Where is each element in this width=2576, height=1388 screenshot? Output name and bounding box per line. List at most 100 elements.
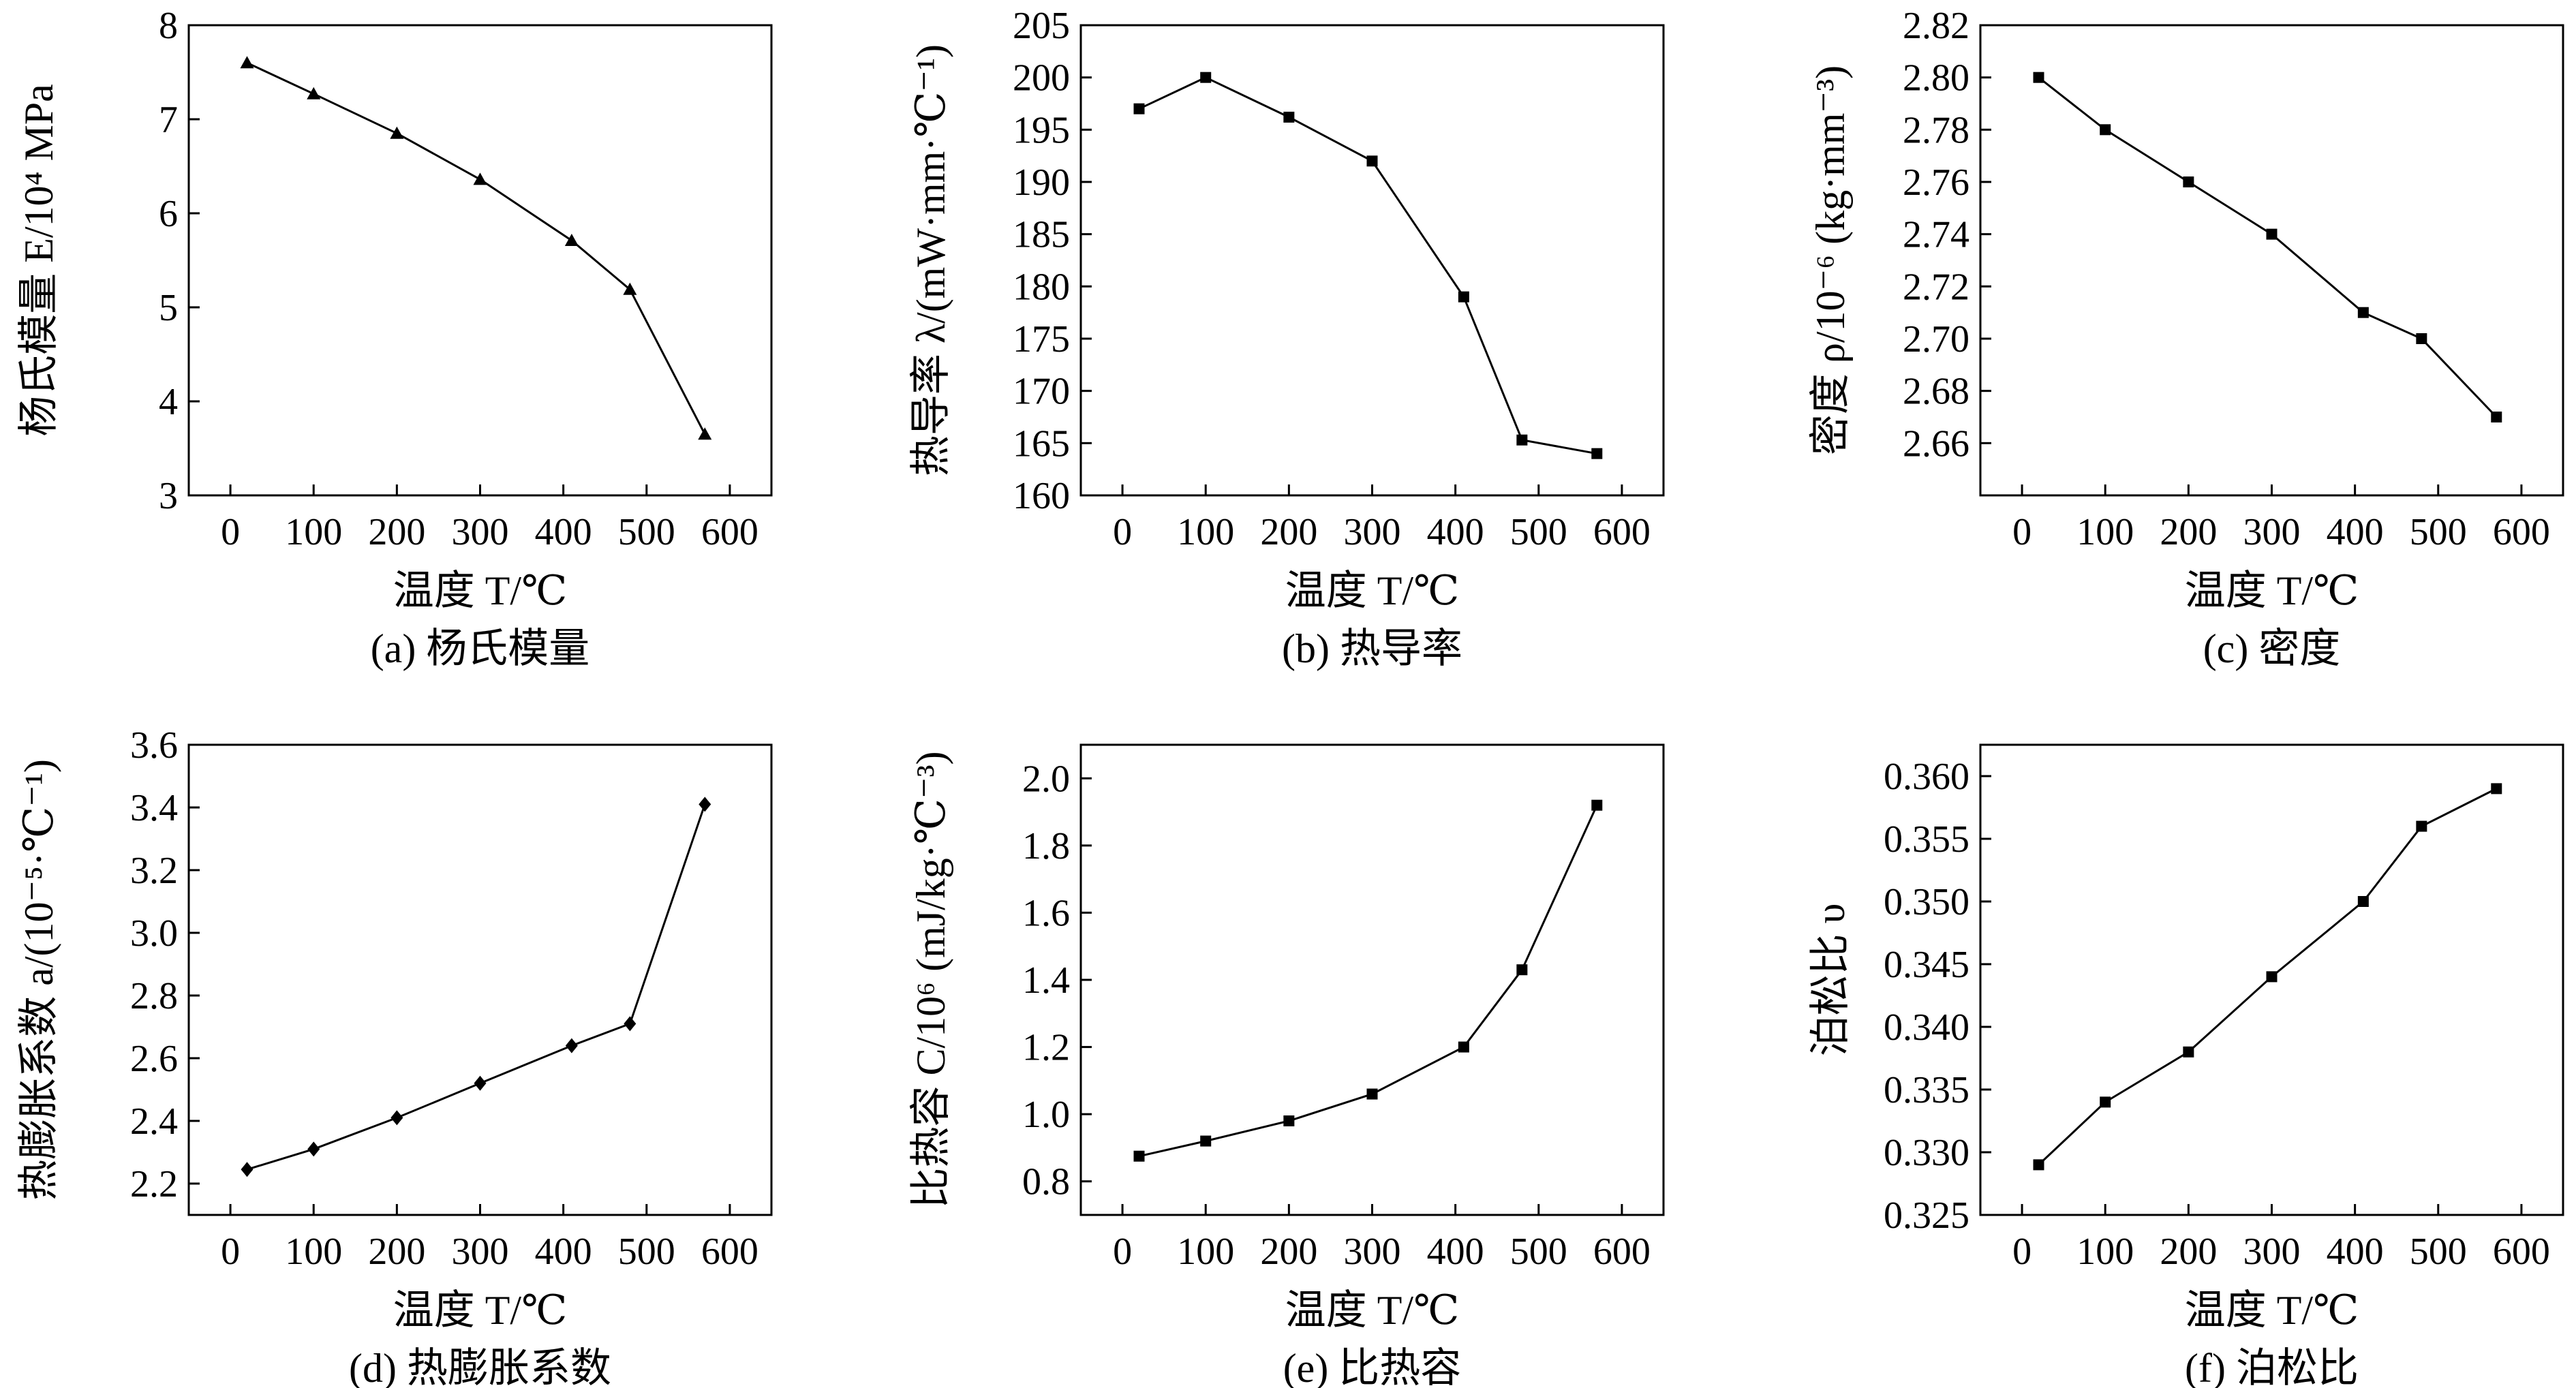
panel-caption: (e) 比热容 [1283, 1346, 1462, 1388]
x-tick-label: 200 [1260, 1231, 1317, 1273]
data-point [1591, 448, 1603, 459]
y-axis-label: 杨氏模量 E/10⁴ MPa [16, 84, 61, 437]
x-tick-label: 100 [2076, 511, 2134, 553]
x-tick-label: 500 [618, 1231, 675, 1273]
x-tick-label: 400 [2327, 1231, 2384, 1273]
y-tick-label: 185 [1013, 214, 1070, 256]
y-tick-label: 200 [1013, 57, 1070, 99]
y-tick-label: 3.6 [130, 724, 178, 767]
plot-frame [1079, 743, 1665, 1216]
y-tick-label: 2.4 [130, 1100, 178, 1143]
data-point [623, 282, 637, 295]
data-point [2033, 1159, 2044, 1171]
y-tick-label: 2.78 [1903, 109, 1969, 151]
y-tick-label: 2.0 [1022, 758, 1070, 800]
y-tick-label: 0.360 [1884, 756, 1969, 798]
data-point [2183, 1046, 2194, 1058]
series-line [1138, 76, 1597, 455]
x-tick-label: 100 [1177, 511, 1234, 553]
y-tick-label: 0.345 [1884, 944, 1969, 986]
y-tick-label: 3.0 [130, 912, 178, 955]
y-tick-label: 7 [159, 99, 178, 141]
y-tick-label: 2.68 [1903, 371, 1969, 413]
data-point [2033, 72, 2044, 83]
plot-frame [187, 743, 773, 1216]
x-tick-label: 500 [618, 511, 675, 553]
data-point [390, 126, 404, 139]
x-tick-label: 0 [1113, 1231, 1132, 1273]
x-tick-label: 0 [1113, 511, 1132, 553]
data-point [1133, 1150, 1145, 1162]
data-point [2100, 1096, 2111, 1108]
y-tick-label: 0.355 [1884, 818, 1969, 861]
data-point [1366, 1088, 1378, 1100]
y-tick-label: 2.74 [1903, 214, 1969, 256]
y-tick-label: 205 [1013, 5, 1070, 47]
x-tick-label: 400 [1427, 1231, 1484, 1273]
data-point [1591, 799, 1603, 811]
data-point [241, 1162, 254, 1177]
y-axis-label: 热导率 λ/(mW·mm·℃⁻¹) [908, 44, 953, 476]
x-axis-label: 温度 T/℃ [2185, 568, 2359, 613]
y-axis-label: 比热容 C/10⁶ (mJ/kg·℃⁻³) [908, 751, 953, 1208]
x-tick-label: 100 [285, 1231, 342, 1273]
data-point [2491, 783, 2502, 795]
data-point [699, 797, 711, 812]
data-point [1200, 1135, 1212, 1147]
y-tick-label: 2.2 [130, 1163, 178, 1205]
data-point [2266, 228, 2278, 240]
x-tick-label: 0 [2012, 1231, 2031, 1273]
chart-panel-e: 0 100 200 300 400 500 600 0.8 1.0 1.2 1.4 1.6 1.8 2.0… [908, 743, 1665, 1388]
y-tick-label: 0.340 [1884, 1006, 1969, 1049]
data-point [1366, 155, 1378, 167]
x-tick-label: 600 [2493, 511, 2550, 553]
data-point [1133, 103, 1145, 114]
data-point [1283, 111, 1295, 123]
x-tick-label: 300 [2243, 511, 2301, 553]
chart-panel-a: 0 100 200 300 400 500 600 3 4 5 6 7 8 温度 T/℃ 杨氏模量 E/10… [16, 5, 773, 671]
x-tick-label: 600 [1593, 1231, 1651, 1273]
x-tick-label: 500 [1510, 511, 1567, 553]
data-point [474, 1075, 487, 1091]
plot-frame [1979, 24, 2564, 497]
data-point [307, 1141, 320, 1157]
y-tick-label: 4 [159, 381, 178, 423]
y-tick-label: 1.4 [1022, 959, 1070, 1002]
x-tick-label: 200 [368, 1231, 425, 1273]
y-tick-label: 2.82 [1903, 5, 1969, 47]
y-tick-label: 8 [159, 5, 178, 47]
x-axis-label: 温度 T/℃ [1285, 568, 1459, 613]
chart-panel-b: 0 100 200 300 400 500 600 160 165 170 175 180 185 190… [908, 5, 1665, 671]
y-tick-label: 0.8 [1022, 1161, 1070, 1203]
y-tick-label: 3.4 [130, 787, 178, 829]
y-tick-label: 180 [1013, 266, 1070, 308]
x-axis-label: 温度 T/℃ [1285, 1288, 1459, 1333]
x-tick-label: 600 [2493, 1231, 2550, 1273]
x-tick-label: 200 [2160, 1231, 2217, 1273]
data-point [1516, 434, 1528, 446]
y-tick-label: 2.6 [130, 1038, 178, 1080]
y-tick-label: 5 [159, 287, 178, 329]
y-tick-label: 175 [1013, 318, 1070, 360]
y-tick-label: 0.330 [1884, 1132, 1969, 1174]
panel-caption: (b) 热导率 [1282, 626, 1462, 671]
y-tick-label: 3.2 [130, 850, 178, 892]
data-point [1200, 72, 1212, 83]
data-point [2416, 333, 2427, 344]
chart-panel-c: 0 100 200 300 400 500 600 2.66 2.68 2.70 2.72 2.74 2… [1808, 5, 2564, 671]
x-axis-label: 温度 T/℃ [393, 568, 567, 613]
y-axis-label: 密度 ρ/10⁻⁶ (kg·mm⁻³) [1808, 65, 1853, 455]
data-point [564, 234, 579, 247]
x-tick-label: 300 [452, 511, 509, 553]
data-point [240, 56, 254, 69]
x-tick-label: 300 [1344, 511, 1401, 553]
y-tick-label: 6 [159, 193, 178, 235]
data-point [2183, 176, 2194, 187]
y-axis-label: 泊松比 υ [1808, 904, 1853, 1057]
data-point [698, 427, 712, 440]
y-tick-label: 165 [1013, 422, 1070, 465]
x-tick-label: 600 [701, 1231, 758, 1273]
x-tick-label: 300 [1344, 1231, 1401, 1273]
x-axis-label: 温度 T/℃ [393, 1288, 567, 1333]
